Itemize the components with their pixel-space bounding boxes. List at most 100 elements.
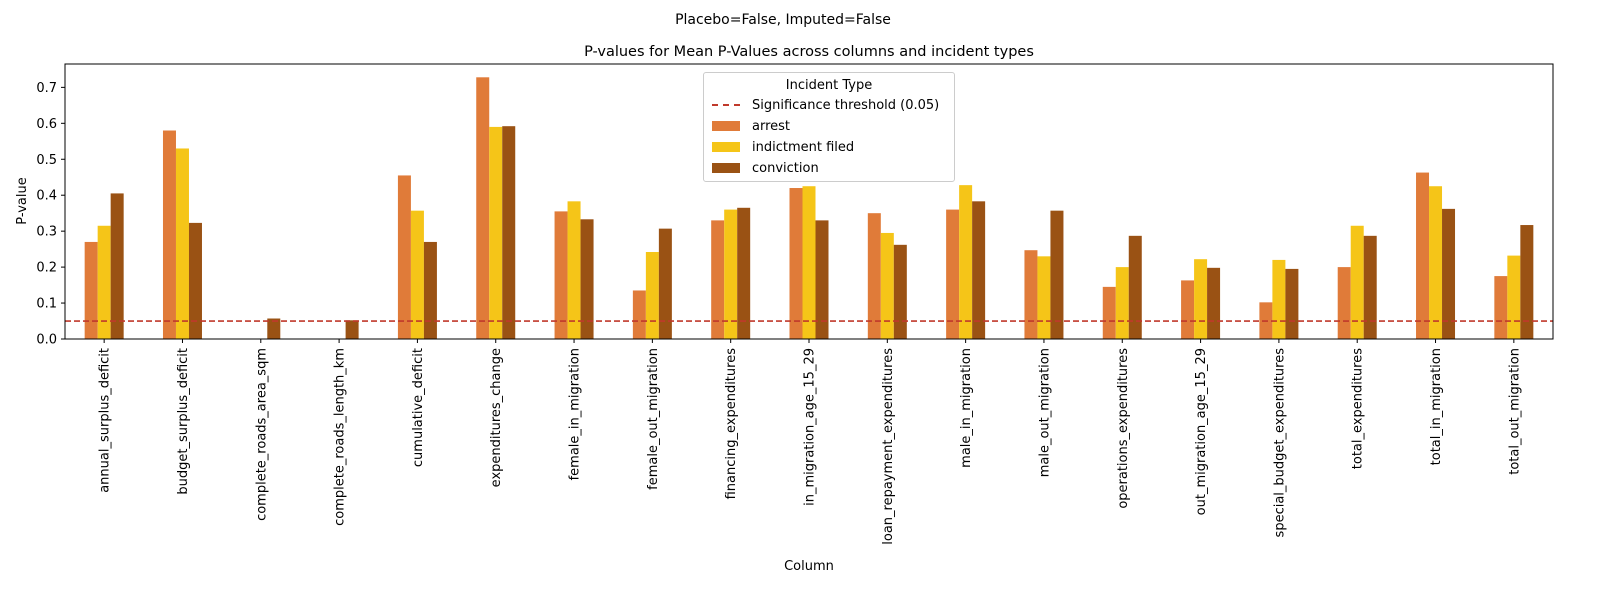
bars-layer xyxy=(84,77,1534,339)
bar-arrest-total-in-migration xyxy=(1416,172,1430,339)
x-tick-label: male_out_migration xyxy=(1037,348,1052,477)
bar-conviction-expenditures-change xyxy=(502,126,516,339)
bar-indictment-filed-total-expenditures xyxy=(1350,225,1364,339)
x-axis: annual_surplus_deficit budget_surplus_def… xyxy=(98,339,1522,545)
bar-arrest-annual-surplus-deficit xyxy=(84,241,98,339)
x-tick-label: financing_expenditures xyxy=(724,348,739,500)
x-tick-label: total_expenditures xyxy=(1351,348,1366,469)
bar-indictment-filed-out-migration-age-15-29 xyxy=(1194,259,1208,339)
y-tick-label: 0.5 xyxy=(36,153,57,168)
x-tick-label: special_budget_expenditures xyxy=(1272,348,1287,538)
x-tick-label: female_out_migration xyxy=(646,348,661,490)
chart-title: P-values for Mean P-Values across column… xyxy=(584,44,1034,60)
legend-swatch-arrest xyxy=(712,121,740,131)
bar-conviction-annual-surplus-deficit xyxy=(110,193,124,339)
bar-arrest-operations-expenditures xyxy=(1102,286,1116,339)
bar-conviction-loan-repayment-expenditures xyxy=(893,244,907,339)
bar-conviction-male-out-migration xyxy=(1050,210,1064,339)
x-tick-label: annual_surplus_deficit xyxy=(98,348,113,493)
x-tick-label: complete_roads_length_km xyxy=(333,348,348,526)
x-tick-label: complete_roads_area_sqm xyxy=(254,348,269,521)
chart-suptitle: Placebo=False, Imputed=False xyxy=(675,12,891,28)
x-tick-label: total_out_migration xyxy=(1507,348,1522,475)
bar-arrest-in-migration-age-15-29 xyxy=(789,188,803,339)
bar-conviction-operations-expenditures xyxy=(1128,235,1142,339)
legend-label-indictment-filed: indictment filed xyxy=(752,139,855,155)
y-tick-label: 0.7 xyxy=(36,81,57,96)
legend-swatch-indictment-filed xyxy=(712,142,740,152)
bar-indictment-filed-expenditures-change xyxy=(489,126,503,339)
y-axis: 0.0 0.1 0.2 0.3 0.4 0.5 0.6 0.7 xyxy=(36,81,65,348)
legend-title: Incident Type xyxy=(785,78,873,93)
bar-arrest-loan-repayment-expenditures xyxy=(867,213,881,339)
x-tick-label: male_in_migration xyxy=(959,348,974,468)
legend-item-arrest: arrest xyxy=(712,117,790,135)
bar-arrest-cumulative-deficit xyxy=(397,175,411,339)
x-tick-label: expenditures_change xyxy=(489,348,504,487)
legend-swatch-conviction xyxy=(712,163,740,173)
bar-arrest-female-out-migration xyxy=(632,290,646,339)
legend-label-arrest: arrest xyxy=(752,118,791,134)
bar-conviction-complete-roads-length-km xyxy=(345,320,359,339)
x-axis-label: Column xyxy=(784,559,834,574)
bar-conviction-cumulative-deficit xyxy=(423,241,437,339)
legend-threshold-line xyxy=(712,104,740,106)
x-tick-label: loan_repayment_expenditures xyxy=(881,348,896,545)
bar-arrest-out-migration-age-15-29 xyxy=(1181,280,1195,339)
bar-indictment-filed-male-in-migration xyxy=(959,185,973,339)
bar-conviction-total-in-migration xyxy=(1442,208,1456,339)
y-tick-label: 0.6 xyxy=(36,117,57,132)
y-axis-label: P-value xyxy=(15,177,30,224)
bar-arrest-expenditures-change xyxy=(476,77,490,339)
y-tick-label: 0.4 xyxy=(36,189,57,204)
y-tick-label: 0.3 xyxy=(36,225,57,240)
bar-conviction-total-out-migration xyxy=(1520,225,1534,339)
legend-item-indictment-filed: indictment filed xyxy=(712,138,854,156)
bar-indictment-filed-total-out-migration xyxy=(1507,255,1521,339)
bar-arrest-total-expenditures xyxy=(1337,267,1351,339)
bar-arrest-male-out-migration xyxy=(1024,250,1038,339)
legend: Incident Type Significance threshold (0.… xyxy=(703,72,955,182)
x-tick-label: total_in_migration xyxy=(1429,348,1444,465)
bar-conviction-male-in-migration xyxy=(972,201,986,339)
bar-indictment-filed-female-in-migration xyxy=(567,201,581,339)
bar-conviction-female-in-migration xyxy=(580,219,594,339)
bar-indictment-filed-special-budget-expenditures xyxy=(1272,259,1286,339)
bar-conviction-out-migration-age-15-29 xyxy=(1207,267,1221,339)
bar-indictment-filed-total-in-migration xyxy=(1429,186,1443,339)
bar-arrest-male-in-migration xyxy=(946,209,960,339)
x-tick-label: in_migration_age_15_29 xyxy=(803,348,818,506)
bar-conviction-budget-surplus-deficit xyxy=(188,222,202,339)
bar-conviction-female-out-migration xyxy=(658,228,672,339)
bar-indictment-filed-operations-expenditures xyxy=(1115,267,1129,339)
y-tick-label: 0.2 xyxy=(36,261,57,276)
x-tick-label: female_in_migration xyxy=(568,348,583,480)
legend-item-threshold: Significance threshold (0.05) xyxy=(712,96,939,114)
bar-indictment-filed-budget-surplus-deficit xyxy=(175,148,189,339)
bar-indictment-filed-cumulative-deficit xyxy=(410,210,424,339)
legend-item-conviction: conviction xyxy=(712,159,819,177)
bar-indictment-filed-loan-repayment-expenditures xyxy=(880,232,894,339)
x-tick-label: budget_surplus_deficit xyxy=(176,348,191,495)
bar-indictment-filed-financing-expenditures xyxy=(724,209,738,339)
bar-conviction-financing-expenditures xyxy=(737,207,751,339)
bar-arrest-budget-surplus-deficit xyxy=(162,130,176,339)
x-tick-label: out_migration_age_15_29 xyxy=(1194,348,1209,515)
bar-indictment-filed-annual-surplus-deficit xyxy=(97,225,111,339)
y-tick-label: 0.0 xyxy=(36,333,57,348)
x-tick-label: operations_expenditures xyxy=(1116,348,1131,509)
bar-conviction-total-expenditures xyxy=(1363,235,1377,339)
bar-arrest-total-out-migration xyxy=(1494,276,1508,339)
legend-label-threshold: Significance threshold (0.05) xyxy=(752,97,940,113)
bar-indictment-filed-female-out-migration xyxy=(645,252,659,339)
bar-conviction-in-migration-age-15-29 xyxy=(815,220,829,339)
bar-conviction-complete-roads-area-sqm xyxy=(267,318,281,339)
bar-arrest-female-in-migration xyxy=(554,211,568,339)
bar-indictment-filed-in-migration-age-15-29 xyxy=(802,186,816,339)
y-tick-label: 0.1 xyxy=(36,297,57,312)
bar-conviction-special-budget-expenditures xyxy=(1285,268,1299,339)
bar-indictment-filed-male-out-migration xyxy=(1037,256,1051,339)
legend-label-conviction: conviction xyxy=(752,160,819,176)
